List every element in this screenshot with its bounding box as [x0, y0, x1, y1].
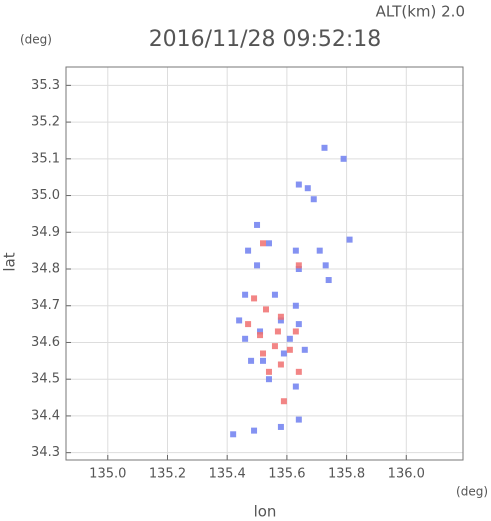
data-point [254, 221, 261, 228]
y-tick-label: 34.4 [31, 408, 60, 423]
x-tick-label: 135.8 [328, 467, 365, 482]
y-tick-label: 35.1 [31, 151, 60, 166]
data-point [245, 247, 252, 254]
y-tick-label: 34.6 [31, 335, 60, 350]
data-point [321, 144, 328, 151]
data-point [260, 350, 267, 357]
data-point [257, 332, 264, 339]
data-point [286, 346, 293, 353]
x-tick-label: 135.4 [209, 467, 246, 482]
data-point [262, 306, 269, 313]
data-point [310, 196, 317, 203]
y-tick-label: 35.3 [31, 78, 60, 93]
y-unit: (deg) [20, 33, 52, 47]
y-tick-label: 35.2 [31, 115, 60, 130]
data-point [265, 368, 272, 375]
data-point [346, 236, 353, 243]
data-point [277, 313, 284, 320]
data-point [251, 295, 258, 302]
plot-frame [65, 66, 464, 461]
data-point [265, 240, 272, 247]
x-tick-label: 136.0 [388, 467, 425, 482]
data-point [295, 416, 302, 423]
data-point [277, 423, 284, 430]
data-point [325, 277, 332, 284]
data-point [301, 346, 308, 353]
data-point [236, 317, 243, 324]
data-point [304, 185, 311, 192]
y-axis-label: lat [1, 252, 19, 271]
x-tick-label: 135.0 [89, 467, 126, 482]
data-point [254, 262, 261, 269]
data-point [260, 357, 267, 364]
y-tick-label: 34.9 [31, 225, 60, 240]
data-point [292, 328, 299, 335]
data-point [271, 343, 278, 350]
data-point [257, 328, 264, 335]
x-tick-label: 135.2 [149, 467, 186, 482]
data-point [277, 317, 284, 324]
y-tick-label: 34.7 [31, 298, 60, 313]
data-point [230, 431, 237, 438]
y-tick-label: 34.5 [31, 372, 60, 387]
data-point [242, 335, 249, 342]
data-point [260, 240, 267, 247]
data-point [277, 361, 284, 368]
chart-title: 2016/11/28 09:52:18 [149, 27, 382, 52]
data-point [245, 321, 252, 328]
data-point [286, 335, 293, 342]
data-point [280, 350, 287, 357]
data-point [295, 321, 302, 328]
data-point [295, 368, 302, 375]
data-point [292, 302, 299, 309]
data-point [242, 291, 249, 298]
x-unit: (deg) [456, 485, 488, 499]
data-point [295, 262, 302, 269]
y-tick-label: 35.0 [31, 188, 60, 203]
data-point [251, 427, 258, 434]
x-tick-label: 135.6 [268, 467, 305, 482]
altitude-label: ALT(km) 2.0 [376, 3, 465, 21]
data-point [292, 247, 299, 254]
data-point [295, 181, 302, 188]
y-tick-label: 34.8 [31, 262, 60, 277]
data-point [295, 266, 302, 273]
data-point [265, 376, 272, 383]
data-point [340, 155, 347, 162]
y-tick-label: 34.3 [31, 445, 60, 460]
data-point [248, 357, 255, 364]
data-point [280, 398, 287, 405]
data-point [271, 291, 278, 298]
x-axis-label: lon [254, 503, 277, 521]
data-point [274, 328, 281, 335]
data-point [292, 383, 299, 390]
data-point [316, 247, 323, 254]
data-point [322, 262, 329, 269]
